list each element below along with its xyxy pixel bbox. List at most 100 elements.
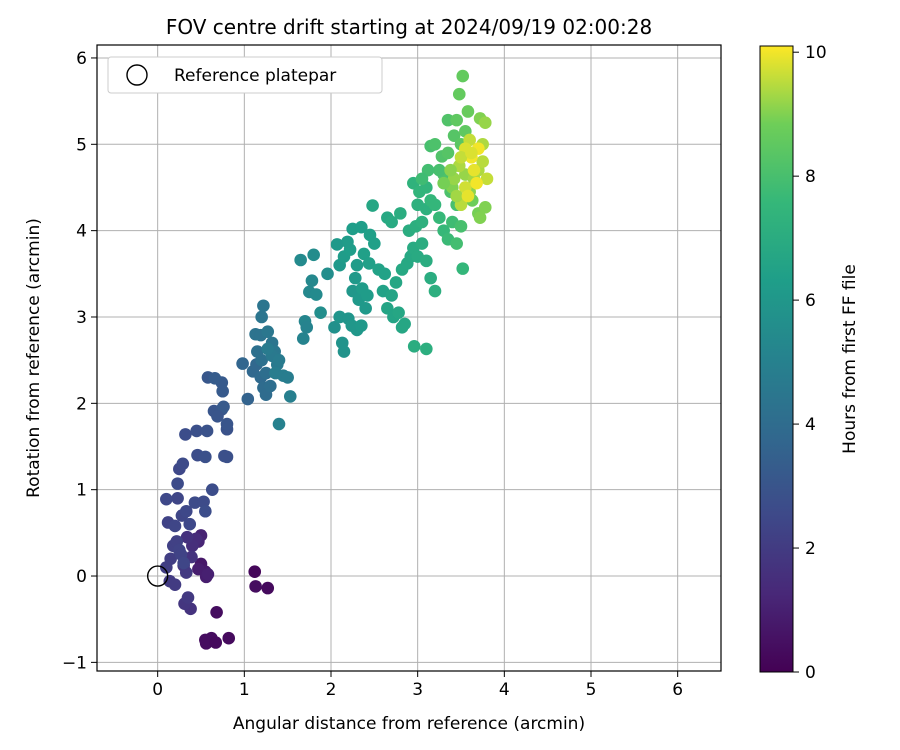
colorbar-tick-label: 10 (805, 43, 827, 63)
data-point (179, 428, 192, 441)
data-point (415, 215, 429, 229)
y-axis-label: Rotation from reference (arcmin) (24, 218, 44, 498)
colorbar-tick-label: 6 (805, 291, 816, 311)
data-points (146, 69, 494, 650)
y-tick-label: 5 (76, 135, 87, 155)
data-point (261, 581, 275, 595)
data-point (450, 237, 463, 250)
data-point (470, 176, 483, 190)
colorbar-tick-label: 2 (805, 539, 816, 559)
colorbar-tick-label: 8 (805, 167, 816, 187)
data-point (428, 137, 442, 151)
data-point (294, 253, 307, 267)
data-point (461, 105, 475, 118)
data-point (249, 580, 262, 593)
data-point (420, 342, 433, 356)
data-point (192, 562, 205, 576)
data-point (454, 220, 468, 233)
data-point (415, 172, 429, 186)
data-point (168, 578, 182, 591)
data-point (261, 342, 275, 356)
data-point (467, 163, 481, 177)
data-point (392, 306, 405, 319)
colorbar (759, 45, 794, 673)
y-tick-label: 3 (76, 308, 87, 328)
data-point (236, 357, 249, 370)
data-point (328, 321, 341, 334)
colorbar-ticks: 0 2 4 6 8 10 (793, 43, 827, 683)
x-axis-ticks: 0 1 2 3 4 5 6 (152, 671, 683, 700)
data-point (241, 392, 255, 406)
x-tick-label: 6 (672, 680, 683, 700)
data-point (357, 247, 371, 261)
y-tick-label: 6 (76, 49, 87, 69)
data-point (428, 284, 442, 298)
data-point (378, 267, 392, 281)
data-point (407, 340, 421, 353)
data-point (281, 371, 294, 384)
data-point (283, 390, 297, 403)
data-point (355, 319, 368, 332)
data-point (366, 199, 379, 212)
data-point (220, 417, 234, 431)
data-point (248, 565, 262, 579)
data-point (176, 457, 190, 471)
data-point (420, 254, 433, 268)
data-point (168, 519, 182, 533)
data-point (476, 155, 489, 168)
x-tick-label: 2 (326, 680, 337, 700)
x-tick-label: 0 (152, 680, 163, 700)
x-axis-label: Angular distance from reference (arcmin) (233, 714, 585, 734)
data-point (309, 288, 323, 301)
data-point (465, 146, 478, 160)
chart-title: FOV centre drift starting at 2024/09/19 … (166, 15, 652, 39)
data-point (199, 633, 212, 647)
data-point (208, 371, 222, 385)
data-point (361, 289, 374, 302)
data-point (456, 262, 470, 275)
data-point (394, 207, 407, 220)
data-point (314, 306, 327, 319)
data-point (272, 353, 286, 367)
data-point (261, 325, 275, 338)
data-point (180, 530, 194, 544)
legend-box (107, 56, 383, 94)
data-point (257, 299, 270, 313)
data-point (330, 238, 344, 251)
data-point (222, 631, 236, 645)
data-point (452, 87, 466, 101)
data-point (447, 129, 461, 142)
data-point (200, 424, 214, 438)
data-point (362, 257, 376, 270)
data-point (350, 258, 364, 272)
data-point (461, 189, 475, 203)
colorbar-tick-label: 0 (805, 663, 816, 683)
data-point (300, 321, 314, 334)
data-point (321, 267, 334, 281)
data-point (255, 310, 268, 324)
data-point (441, 146, 455, 160)
data-point (183, 517, 197, 531)
data-point (428, 198, 442, 212)
data-point (385, 289, 398, 302)
data-point (164, 552, 177, 566)
y-tick-label: −1 (62, 653, 87, 673)
data-point (450, 113, 463, 127)
data-point (197, 495, 210, 509)
data-point (398, 317, 411, 331)
data-point (348, 271, 362, 285)
data-point (160, 492, 173, 506)
y-tick-label: 4 (76, 222, 87, 242)
data-point (199, 504, 212, 518)
colorbar-tick-label: 4 (805, 415, 816, 435)
y-tick-label: 1 (76, 481, 87, 501)
x-tick-label: 1 (239, 680, 250, 700)
data-point (478, 116, 492, 130)
data-point (201, 567, 215, 581)
data-point (433, 163, 446, 177)
data-point (307, 248, 320, 262)
data-point (480, 172, 494, 186)
data-point (355, 220, 368, 234)
data-point (441, 113, 455, 127)
data-point (411, 198, 424, 212)
